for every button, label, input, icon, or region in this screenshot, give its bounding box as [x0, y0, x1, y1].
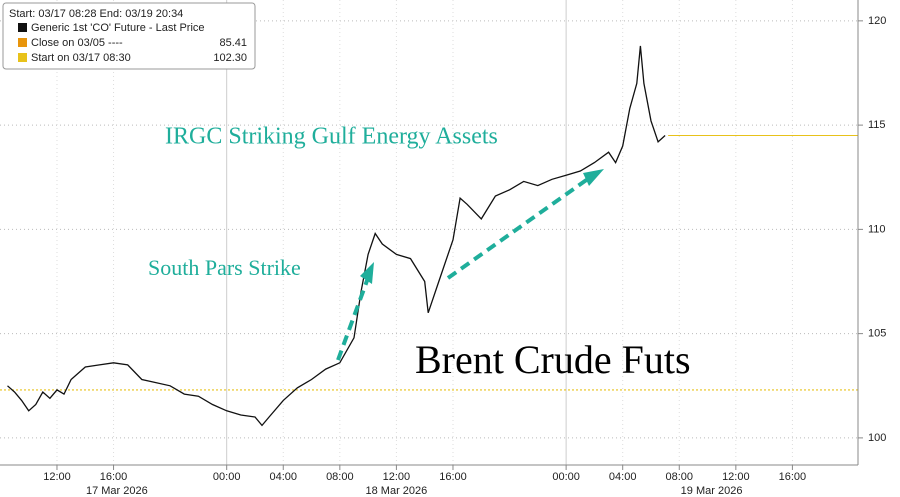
price-line [7, 45, 666, 427]
legend-swatch [18, 38, 27, 47]
grid [0, 0, 863, 470]
legend-swatch [18, 53, 27, 62]
legend-label: Generic 1st 'CO' Future - Last Price [31, 22, 205, 34]
arrows [336, 174, 594, 361]
y-tick-label: 115 [868, 119, 886, 131]
annotation: IRGC Striking Gulf Energy Assets [165, 124, 498, 150]
x-tick-label: 16:00 [100, 471, 128, 483]
arrow [446, 174, 594, 280]
x-date-label: 17 Mar 2026 [86, 485, 148, 497]
y-tick-label: 105 [868, 328, 886, 340]
legend: Start: 03/17 08:28 End: 03/19 20:34 Gene… [2, 2, 256, 70]
x-tick-label: 12:00 [383, 471, 411, 483]
chart-title: Brent Crude Futs [415, 337, 691, 382]
y-tick-label: 120 [868, 15, 886, 27]
legend-box [2, 2, 256, 70]
x-date-label: 18 Mar 2026 [366, 485, 428, 497]
annotation: South Pars Strike [148, 255, 301, 280]
x-tick-label: 16:00 [779, 471, 807, 483]
x-date-label: 19 Mar 2026 [681, 485, 743, 497]
x-tick-label: 00:00 [552, 471, 580, 483]
arrow-head [360, 262, 374, 284]
arrow-head [583, 169, 604, 186]
y-tick-label: 100 [868, 432, 886, 444]
arrow [336, 277, 370, 361]
x-tick-label: 00:00 [213, 471, 241, 483]
legend-label: Start on 03/17 08:30 [31, 52, 131, 64]
x-tick-label: 08:00 [326, 471, 354, 483]
plot [0, 45, 858, 427]
legend-value: 85.41 [219, 37, 247, 49]
legend-swatch [18, 23, 27, 32]
x-tick-label: 04:00 [269, 471, 297, 483]
legend-value: 102.30 [213, 52, 247, 64]
x-tick-label: 04:00 [609, 471, 637, 483]
legend-label: Close on 03/05 ---- [31, 37, 123, 49]
x-tick-label: 12:00 [722, 471, 750, 483]
x-tick-label: 12:00 [43, 471, 71, 483]
x-tick-label: 16:00 [439, 471, 467, 483]
y-tick-label: 110 [868, 223, 886, 235]
legend-title: Start: 03/17 08:28 End: 03/19 20:34 [9, 8, 183, 20]
x-tick-label: 08:00 [666, 471, 694, 483]
